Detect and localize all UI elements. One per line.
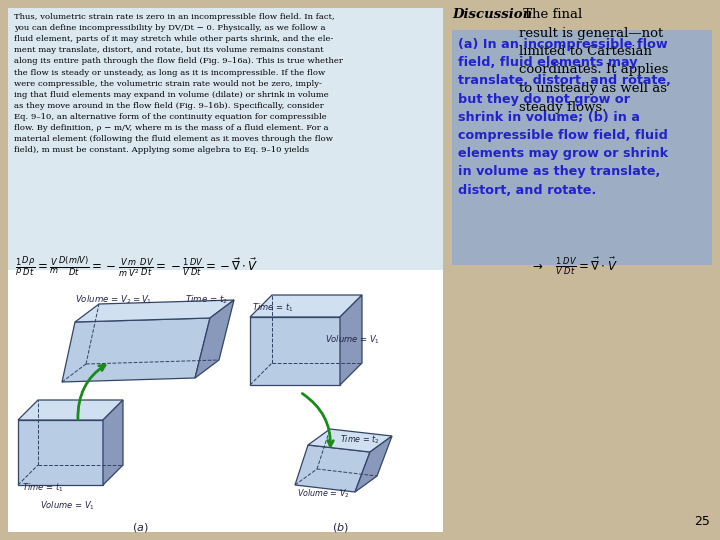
Polygon shape: [250, 317, 340, 385]
Text: The final
result is general—not
limited to Cartesian
coordinates. It applies
to : The final result is general—not limited …: [519, 8, 668, 113]
Text: Time = $t_1$: Time = $t_1$: [22, 481, 63, 494]
Polygon shape: [103, 400, 123, 485]
Bar: [452, 30, 712, 265]
Polygon shape: [62, 318, 210, 382]
Text: (a) In an incompressible flow
field, fluid elements may
translate, distort, and : (a) In an incompressible flow field, flu…: [458, 38, 671, 197]
Polygon shape: [340, 295, 362, 385]
Text: Time = $t_2$: Time = $t_2$: [185, 294, 228, 307]
Text: Volume = $V_1$: Volume = $V_1$: [40, 499, 95, 511]
Polygon shape: [308, 429, 392, 452]
Polygon shape: [295, 445, 370, 492]
Bar: [8, 8, 443, 270]
Text: $\rightarrow \quad \frac{1}{V}\frac{DV}{Dt} = \vec{\nabla}\cdot\vec{V}$: $\rightarrow \quad \frac{1}{V}\frac{DV}{…: [530, 255, 618, 276]
Text: Discussion: Discussion: [452, 8, 532, 21]
Polygon shape: [18, 400, 123, 420]
Text: $(b)$: $(b)$: [332, 521, 348, 534]
Text: Volume = $V_1$: Volume = $V_1$: [325, 333, 380, 346]
Polygon shape: [355, 436, 392, 492]
Text: Volume = $V_2$: Volume = $V_2$: [297, 488, 350, 501]
Polygon shape: [250, 295, 362, 317]
Bar: [8, 270, 443, 532]
Text: $\frac{1}{\rho}\frac{D\rho}{Dt} = \frac{V}{m}\frac{D(m/V)}{Dt} = -\frac{V\;m}{m\: $\frac{1}{\rho}\frac{D\rho}{Dt} = \frac{…: [15, 255, 258, 280]
Text: Thus, volumetric strain rate is zero in an incompressible flow field. In fact,
y: Thus, volumetric strain rate is zero in …: [14, 13, 343, 154]
Text: 25: 25: [694, 515, 710, 528]
Polygon shape: [75, 300, 234, 322]
Text: Time = $t_1$: Time = $t_1$: [252, 301, 294, 314]
Text: Volume = $V_2 = V_1$: Volume = $V_2 = V_1$: [75, 294, 152, 307]
Text: $(a)$: $(a)$: [132, 521, 148, 534]
Polygon shape: [195, 300, 234, 378]
Text: Time = $t_2$: Time = $t_2$: [340, 433, 379, 446]
Polygon shape: [18, 420, 103, 485]
